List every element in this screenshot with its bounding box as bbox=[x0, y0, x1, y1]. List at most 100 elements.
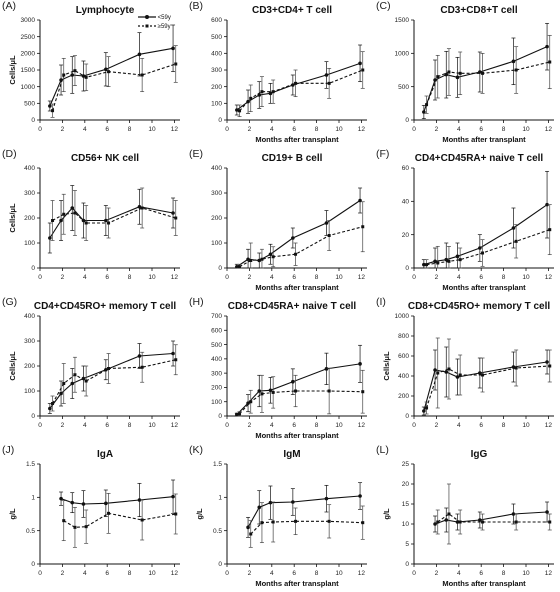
series-59-plus bbox=[237, 201, 365, 269]
x-tick-label: 6 bbox=[292, 126, 296, 133]
data-point bbox=[478, 246, 482, 250]
series-under-59 bbox=[421, 346, 550, 416]
data-point bbox=[361, 521, 365, 525]
chart-panel: (I) CD8+CD45RO+ memory T cell 0 200 400 600 80… bbox=[374, 296, 560, 444]
data-point bbox=[425, 263, 429, 267]
x-tick-label: 12 bbox=[545, 422, 553, 429]
data-point bbox=[140, 365, 144, 369]
data-point bbox=[425, 406, 429, 410]
chart-panel: (J) IgA 0 0.5 1 1.5 0 2 4 6 8 10 12 g/L bbox=[0, 444, 187, 592]
data-point bbox=[358, 198, 362, 203]
x-tick-label: 0 bbox=[38, 126, 42, 133]
y-tick-label: 700 bbox=[211, 313, 222, 320]
x-tick-label: 10 bbox=[148, 570, 156, 577]
data-point bbox=[433, 522, 437, 526]
x-tick-label: 0 bbox=[38, 570, 42, 577]
chart-svg: 0 100 200 300 400 0 2 4 6 8 10 12 Cells/μL bbox=[8, 165, 180, 281]
series-line bbox=[52, 63, 176, 111]
series-under-59 bbox=[421, 170, 550, 269]
data-point bbox=[481, 373, 485, 377]
x-tick-label: 4 bbox=[83, 126, 87, 133]
data-point bbox=[458, 520, 462, 524]
y-tick-label: 0 bbox=[405, 265, 409, 272]
data-point bbox=[140, 206, 144, 210]
x-tick-label: 4 bbox=[83, 274, 87, 281]
chart-title: CD8+CD45RO+ memory T cell bbox=[407, 301, 551, 312]
chart-panel: (L) IgG 0 5 10 15 20 25 0 2 4 6 8 10 12 g/L Months after… bbox=[374, 444, 560, 592]
data-point bbox=[249, 259, 253, 262]
y-tick-label: 100 bbox=[211, 399, 222, 406]
x-tick-label: 2 bbox=[248, 126, 252, 133]
data-point bbox=[73, 525, 77, 529]
series-line bbox=[247, 495, 361, 528]
chart-svg: 0 100 200 300 400 500 600 0 2 4 6 8 10 12 Months after… bbox=[211, 17, 367, 144]
panel-label: (G) bbox=[2, 296, 18, 308]
series-59-plus bbox=[424, 34, 552, 114]
data-point bbox=[59, 218, 63, 223]
y-tick-label: 500 bbox=[398, 84, 409, 91]
series-line bbox=[239, 69, 363, 112]
data-point bbox=[260, 90, 264, 94]
y-tick-label: 0 bbox=[218, 413, 222, 420]
data-point bbox=[361, 390, 365, 394]
series-line bbox=[437, 513, 550, 523]
series-59-plus bbox=[435, 483, 552, 545]
data-point bbox=[481, 251, 485, 255]
series-line bbox=[236, 363, 361, 415]
data-point bbox=[107, 221, 111, 225]
data-point bbox=[48, 104, 52, 108]
data-point bbox=[271, 255, 275, 259]
x-tick-label: 0 bbox=[412, 422, 416, 429]
x-tick-label: 8 bbox=[315, 422, 319, 429]
data-point bbox=[436, 75, 440, 79]
x-tick-label: 4 bbox=[457, 570, 461, 577]
series-line bbox=[49, 47, 174, 107]
x-tick-label: 0 bbox=[38, 422, 42, 429]
data-point bbox=[511, 59, 516, 64]
series-line bbox=[423, 361, 548, 412]
x-tick-label: 10 bbox=[335, 422, 343, 429]
y-tick-label: 1.5 bbox=[213, 461, 222, 468]
x-tick-label: 12 bbox=[171, 422, 179, 429]
chart-panel: (G) CD4+CD45RO+ memory T cell 0 100 200 300 40… bbox=[0, 296, 187, 444]
x-axis-label: Months after transplant bbox=[442, 135, 526, 144]
panel-label: (F) bbox=[376, 148, 390, 160]
data-point bbox=[327, 81, 331, 85]
x-tick-label: 8 bbox=[315, 570, 319, 577]
x-tick-label: 4 bbox=[270, 570, 274, 577]
data-point bbox=[458, 71, 462, 75]
series-59-plus bbox=[61, 492, 178, 548]
y-tick-label: 0 bbox=[218, 265, 222, 272]
data-point bbox=[238, 412, 242, 416]
data-point bbox=[327, 389, 331, 393]
data-point bbox=[481, 71, 485, 75]
data-point bbox=[174, 512, 178, 516]
y-tick-label: 2500 bbox=[21, 34, 36, 41]
y-tick-label: 40 bbox=[402, 199, 410, 206]
x-tick-label: 10 bbox=[522, 274, 530, 281]
data-point bbox=[294, 81, 298, 85]
y-tick-label: 1500 bbox=[21, 67, 36, 74]
y-tick-label: 100 bbox=[211, 240, 222, 247]
series-59-plus bbox=[248, 501, 365, 548]
x-tick-label: 2 bbox=[61, 422, 65, 429]
x-tick-label: 6 bbox=[105, 422, 109, 429]
panel-label: (B) bbox=[189, 0, 203, 12]
x-tick-label: 6 bbox=[479, 126, 483, 133]
chart-svg: 0 20 40 60 0 2 4 6 8 10 12 Months after transplant bbox=[402, 165, 554, 292]
data-point bbox=[545, 44, 549, 49]
data-point bbox=[458, 373, 462, 377]
x-tick-label: 8 bbox=[128, 126, 132, 133]
data-point bbox=[235, 412, 239, 417]
data-point bbox=[447, 70, 451, 74]
data-point bbox=[444, 370, 449, 374]
data-point bbox=[73, 373, 77, 377]
chart-title: Lymphocyte bbox=[75, 5, 135, 16]
x-tick-label: 2 bbox=[61, 274, 65, 281]
y-tick-label: 1000 bbox=[395, 51, 410, 58]
x-tick-label: 2 bbox=[435, 422, 439, 429]
y-tick-label: 500 bbox=[24, 101, 35, 108]
y-tick-label: 400 bbox=[24, 165, 35, 172]
x-tick-label: 4 bbox=[457, 126, 461, 133]
data-point bbox=[174, 62, 178, 66]
